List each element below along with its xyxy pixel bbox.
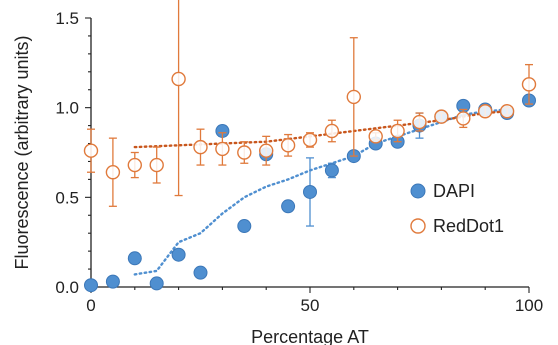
- data-point-reddot1: [412, 114, 427, 130]
- data-point-dapi: [105, 274, 120, 289]
- data-point-reddot1: [259, 143, 274, 158]
- data-point-dapi: [324, 163, 339, 178]
- data-point-dapi: [237, 219, 252, 234]
- data-point-reddot1: [302, 132, 318, 148]
- y-axis-label: Fluorescence (arbitrary units): [12, 35, 32, 269]
- data-point-reddot1: [390, 123, 405, 139]
- data-point-reddot1: [237, 145, 252, 160]
- x-tick-label: 100: [515, 296, 543, 315]
- data-point-reddot1: [127, 157, 143, 173]
- data-point-reddot1: [171, 71, 186, 87]
- trendline-reddot1: [133, 110, 509, 149]
- data-point-reddot1: [83, 143, 99, 158]
- legend-label-dapi: DAPI: [433, 181, 475, 201]
- data-point-reddot1: [215, 141, 230, 157]
- data-point-reddot1: [105, 165, 121, 180]
- legend: DAPI RedDot1: [410, 181, 504, 236]
- data-point-dapi: [303, 184, 317, 199]
- data-point-reddot1: [280, 138, 296, 153]
- y-tick-label: 1.0: [55, 99, 79, 118]
- data-point-dapi: [149, 276, 164, 291]
- data-point-reddot1: [193, 139, 208, 155]
- x-axis-label: Percentage AT: [251, 327, 369, 345]
- data-point-dapi: [127, 251, 142, 266]
- legend-marker-reddot1: [410, 218, 426, 234]
- data-point-reddot1: [149, 157, 164, 173]
- legend-marker-dapi: [410, 183, 426, 199]
- data-point-reddot1: [456, 111, 471, 126]
- data-point-reddot1: [324, 123, 340, 139]
- y-tick-label: 0.5: [55, 188, 79, 207]
- x-tick-label: 0: [86, 296, 95, 315]
- data-point-reddot1: [478, 104, 493, 119]
- y-tick-label: 1.5: [55, 9, 79, 28]
- legend-label-reddot1: RedDot1: [433, 216, 504, 236]
- data-point-reddot1: [499, 104, 515, 119]
- data-point-dapi: [171, 247, 186, 262]
- data-point-dapi: [193, 265, 208, 280]
- data-point-reddot1: [368, 129, 383, 144]
- axes: 0.0 0.5 1.0 1.5 0 50 100: [55, 9, 543, 315]
- data-point-dapi: [84, 278, 98, 293]
- data-point-dapi: [281, 199, 296, 214]
- data-point-reddot1: [521, 77, 537, 92]
- x-tick-label: 50: [301, 296, 320, 315]
- data-point-reddot1: [346, 89, 361, 105]
- y-tick-label: 0.0: [55, 278, 79, 297]
- data-point-reddot1: [434, 109, 449, 124]
- data-marks: [83, 0, 537, 293]
